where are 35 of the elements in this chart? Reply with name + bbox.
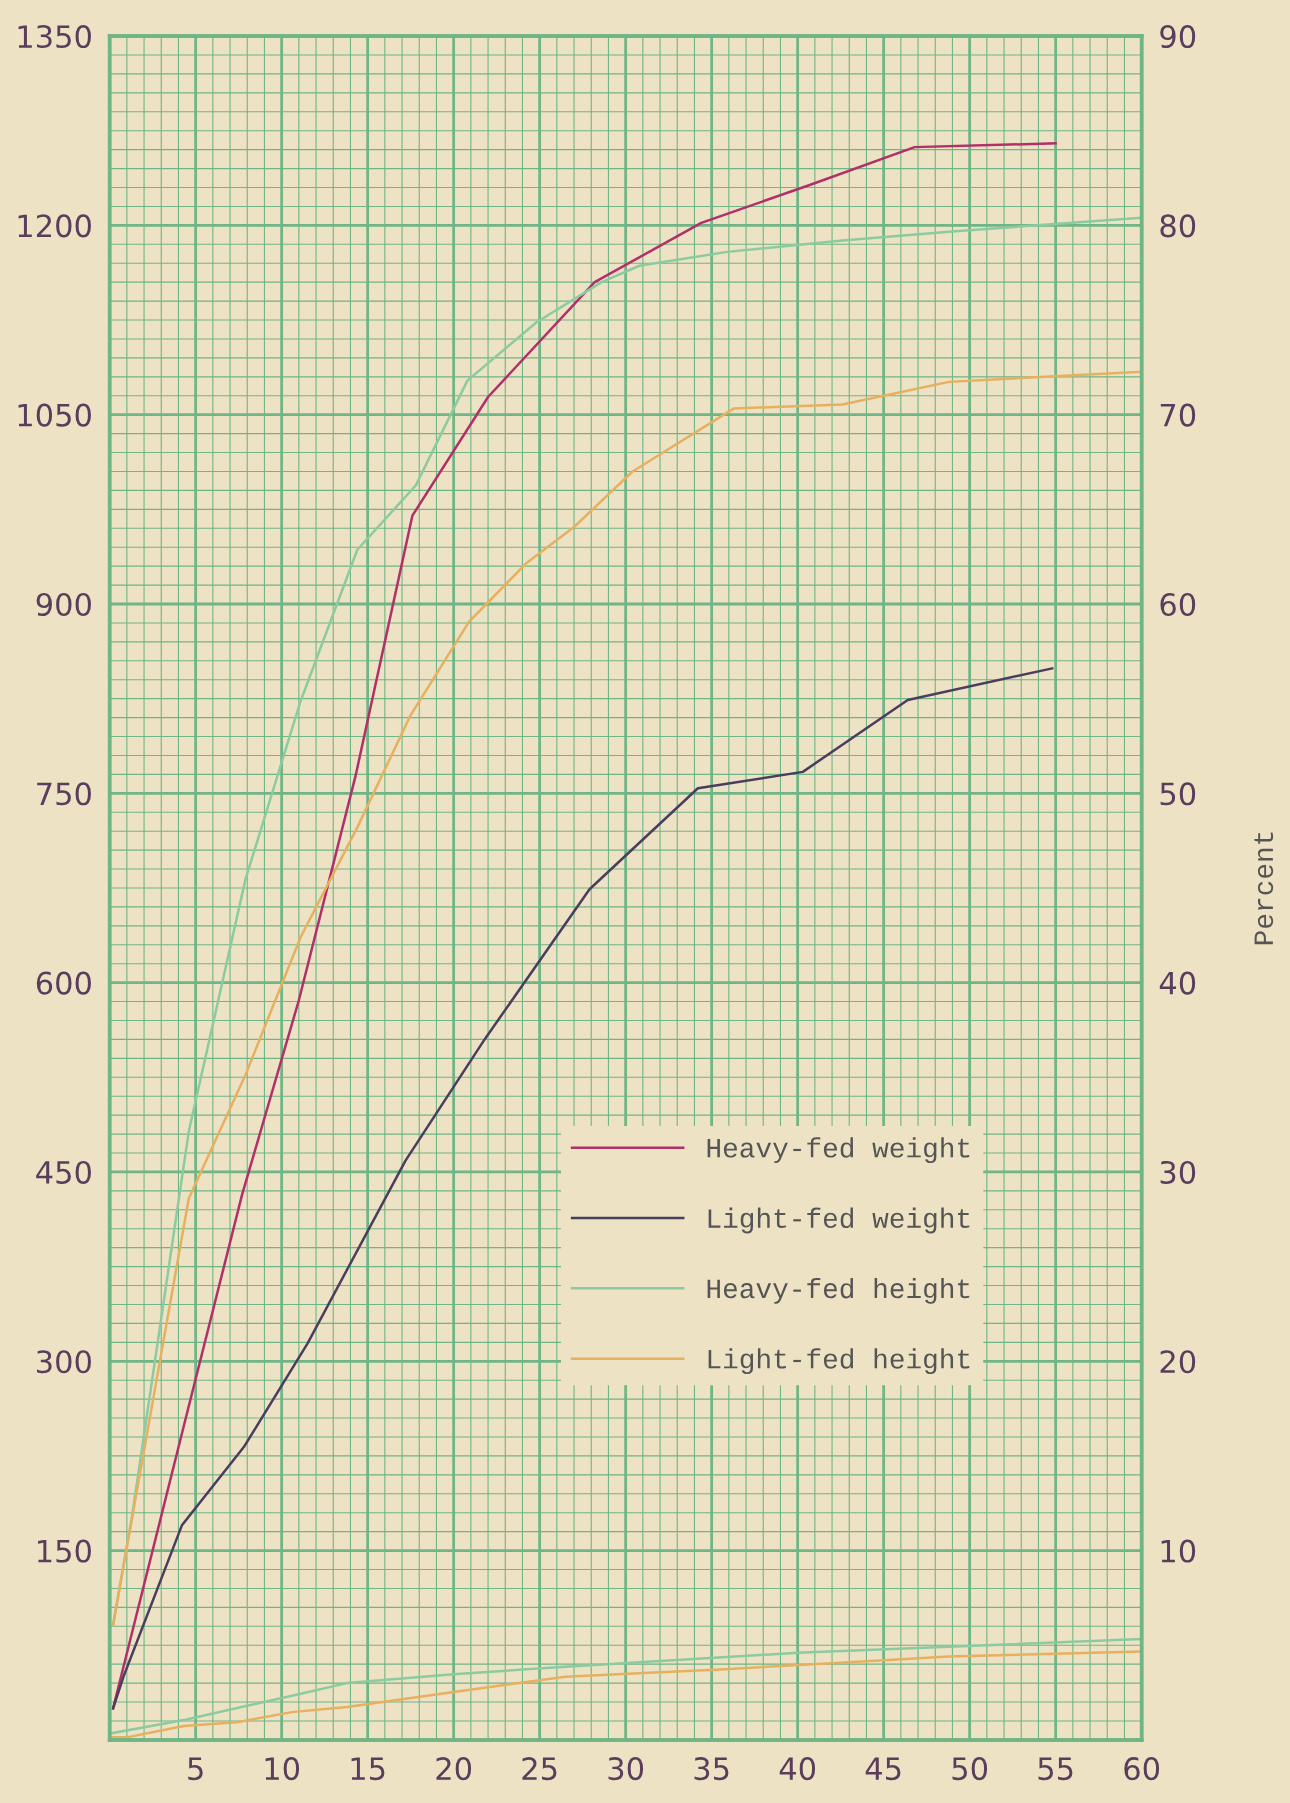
x-tick-label: 45 xyxy=(865,1757,901,1781)
x-tick-label: 5 xyxy=(188,1757,203,1781)
y2-tick-label: 80 xyxy=(1160,214,1196,238)
x-tick-label: 30 xyxy=(608,1757,644,1781)
y-tick-label: 300 xyxy=(36,1350,91,1374)
x-tick-label: 35 xyxy=(694,1757,729,1781)
x-tick-label: 50 xyxy=(952,1757,988,1781)
y-tick-label: 1350 xyxy=(18,24,91,49)
y2-tick-label: 20 xyxy=(1160,1350,1196,1374)
x-tick-label: 55 xyxy=(1038,1757,1073,1781)
y-tick-label: 1200 xyxy=(18,214,91,238)
y2-tick-label: 90 xyxy=(1160,24,1196,49)
x-tick-label: 20 xyxy=(436,1757,472,1781)
legend-label: Heavy-fed weight xyxy=(707,1137,970,1164)
x-tick-label: 15 xyxy=(351,1757,385,1781)
y-tick-label: 750 xyxy=(37,782,91,806)
y-tick-label: 1050 xyxy=(18,403,91,427)
y2-tick-label: 40 xyxy=(1159,971,1196,995)
y-tick-label: 600 xyxy=(36,971,91,995)
y2-tick-label: 60 xyxy=(1160,592,1196,617)
x-tick-label: 60 xyxy=(1124,1757,1160,1781)
y2-tick-label: 70 xyxy=(1160,403,1196,427)
x-tick-label: 40 xyxy=(779,1757,816,1781)
y-tick-label: 450 xyxy=(36,1160,91,1184)
legend-label: Heavy-fed height xyxy=(707,1277,970,1304)
legend-label: Light-fed height xyxy=(708,1348,970,1375)
x-tick-label: 10 xyxy=(265,1757,300,1781)
y-tick-label: 150 xyxy=(38,1539,91,1563)
y2-tick-label: 30 xyxy=(1160,1160,1196,1184)
x-tick-label: 25 xyxy=(522,1757,557,1781)
y2-tick-label: 10 xyxy=(1161,1539,1196,1563)
y2-tick-label: 50 xyxy=(1160,782,1196,806)
y-tick-label: 900 xyxy=(36,592,91,617)
y2-axis-title: Percent xyxy=(1254,832,1274,945)
legend-label: Light-fed weight xyxy=(708,1207,970,1234)
